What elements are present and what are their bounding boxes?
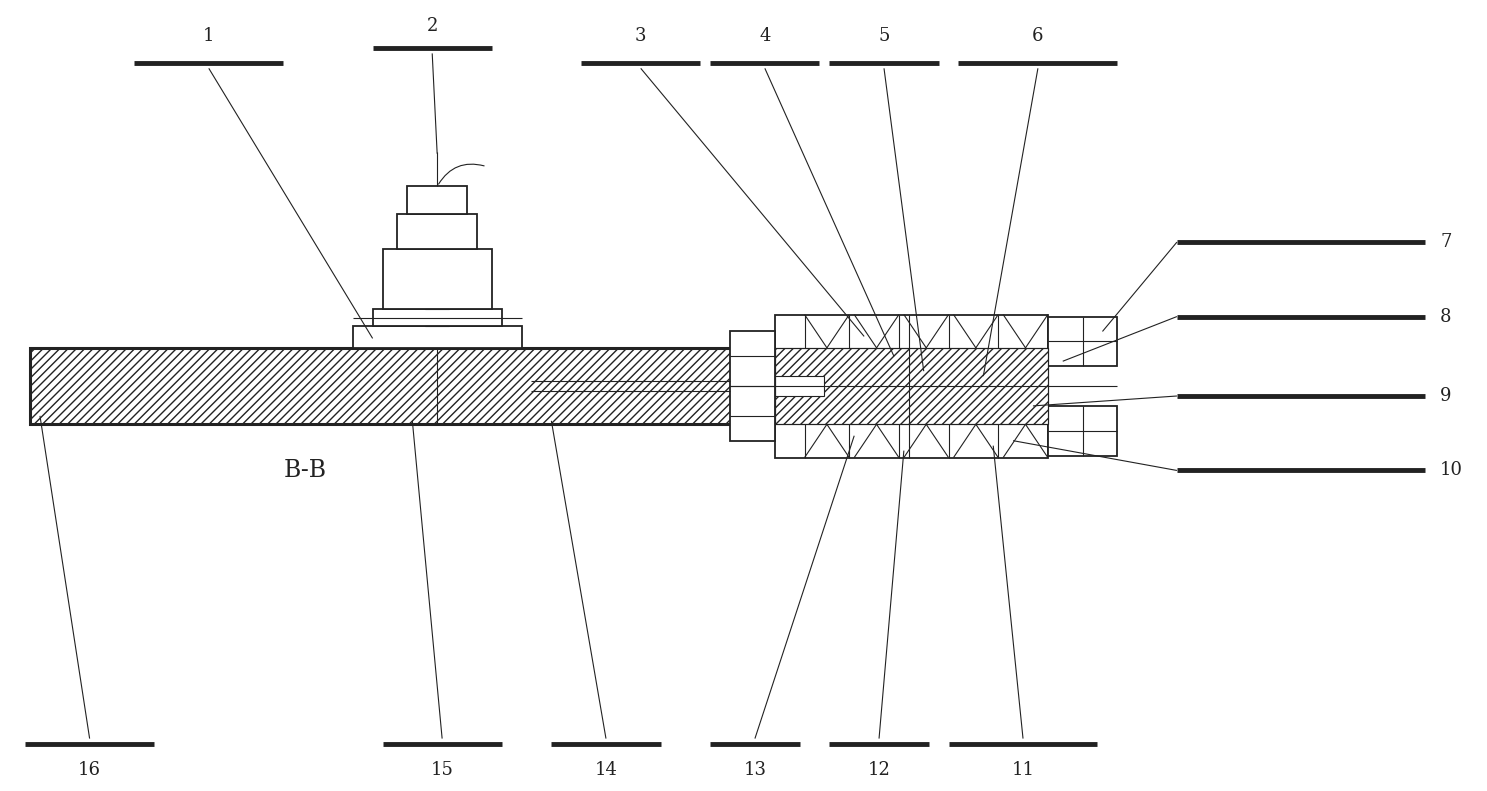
- Bar: [1048, 406, 1117, 456]
- Text: 9: 9: [1439, 387, 1451, 405]
- Bar: [730, 331, 775, 441]
- Bar: [1048, 316, 1117, 366]
- Bar: [775, 348, 1048, 424]
- Bar: [397, 214, 477, 249]
- Text: 16: 16: [79, 762, 101, 779]
- Bar: [373, 308, 501, 327]
- Bar: [775, 391, 1048, 457]
- Text: 11: 11: [1011, 762, 1035, 779]
- Text: 4: 4: [760, 27, 770, 44]
- Bar: [407, 187, 467, 214]
- Text: 13: 13: [744, 762, 766, 779]
- Bar: [352, 327, 522, 348]
- Bar: [775, 377, 824, 396]
- Bar: [30, 348, 770, 424]
- Text: B-B: B-B: [283, 459, 326, 482]
- Text: 8: 8: [1439, 308, 1451, 326]
- Text: 10: 10: [1439, 461, 1463, 479]
- Text: 14: 14: [595, 762, 617, 779]
- Text: 5: 5: [879, 27, 889, 44]
- Text: 15: 15: [431, 762, 454, 779]
- Bar: [30, 348, 770, 424]
- Text: 12: 12: [867, 762, 891, 779]
- Text: 7: 7: [1439, 233, 1451, 251]
- Bar: [775, 348, 1048, 424]
- Bar: [775, 315, 1048, 381]
- Text: 6: 6: [1032, 27, 1044, 44]
- Bar: [382, 249, 492, 308]
- Text: 3: 3: [635, 27, 647, 44]
- Text: 1: 1: [204, 27, 214, 44]
- Text: 2: 2: [427, 17, 437, 35]
